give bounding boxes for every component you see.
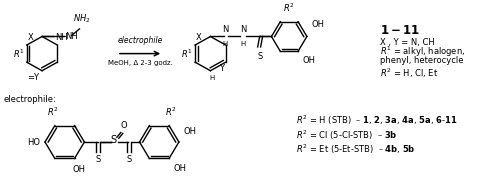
- Text: Y: Y: [219, 64, 224, 73]
- Text: $NH_2$: $NH_2$: [72, 13, 90, 25]
- Text: X: X: [28, 33, 34, 42]
- Text: $R^1$: $R^1$: [182, 48, 193, 60]
- Text: HO: HO: [27, 137, 40, 146]
- Text: NH: NH: [55, 33, 68, 42]
- Text: O: O: [120, 121, 127, 130]
- Text: NH: NH: [64, 32, 78, 41]
- Text: MeOH, Δ 2-3 godz.: MeOH, Δ 2-3 godz.: [108, 60, 172, 66]
- Text: OH: OH: [174, 164, 187, 173]
- Text: OH: OH: [72, 165, 86, 174]
- Text: OH: OH: [184, 127, 197, 136]
- Text: phenyl, heterocycle: phenyl, heterocycle: [380, 56, 464, 65]
- Text: H: H: [210, 75, 215, 82]
- Text: $R^2$ = Cl (5-Cl-STB)  – $\mathbf{3b}$: $R^2$ = Cl (5-Cl-STB) – $\mathbf{3b}$: [296, 129, 398, 142]
- Text: $R^1$: $R^1$: [13, 48, 24, 60]
- Text: N: N: [222, 25, 228, 34]
- Text: OH: OH: [312, 20, 325, 29]
- Text: $R^2$: $R^2$: [284, 2, 295, 14]
- Text: OH: OH: [303, 56, 316, 65]
- Text: S: S: [126, 155, 132, 164]
- Text: =Y: =Y: [27, 73, 39, 82]
- Text: $R^2$ = H, Cl, Et: $R^2$ = H, Cl, Et: [380, 67, 438, 80]
- Text: S: S: [96, 155, 101, 164]
- Text: $\mathbf{1 - 11}$: $\mathbf{1 - 11}$: [380, 24, 420, 37]
- Text: $R^2$: $R^2$: [47, 105, 58, 118]
- Text: $R^2$ = H (STB)  – $\mathbf{1}$, $\mathbf{2}$, $\mathbf{3a}$, $\mathbf{4a}$, $\m: $R^2$ = H (STB) – $\mathbf{1}$, $\mathbf…: [296, 113, 458, 127]
- Text: electrophile: electrophile: [118, 36, 162, 45]
- Text: X , Y = N, CH: X , Y = N, CH: [380, 38, 434, 47]
- Text: S: S: [111, 135, 117, 145]
- Text: $R^2$ = Et (5-Et-STB)  – $\mathbf{4b}$, $\mathbf{5b}$: $R^2$ = Et (5-Et-STB) – $\mathbf{4b}$, $…: [296, 143, 416, 156]
- Text: N: N: [240, 25, 246, 34]
- Text: H: H: [222, 41, 228, 47]
- Text: $R^2$: $R^2$: [165, 105, 177, 118]
- Text: S: S: [257, 52, 262, 61]
- Text: $R^1$ = alkyl, halogen,: $R^1$ = alkyl, halogen,: [380, 44, 465, 59]
- Text: X: X: [196, 33, 202, 42]
- Text: electrophile:: electrophile:: [4, 95, 56, 104]
- Text: H: H: [240, 41, 246, 47]
